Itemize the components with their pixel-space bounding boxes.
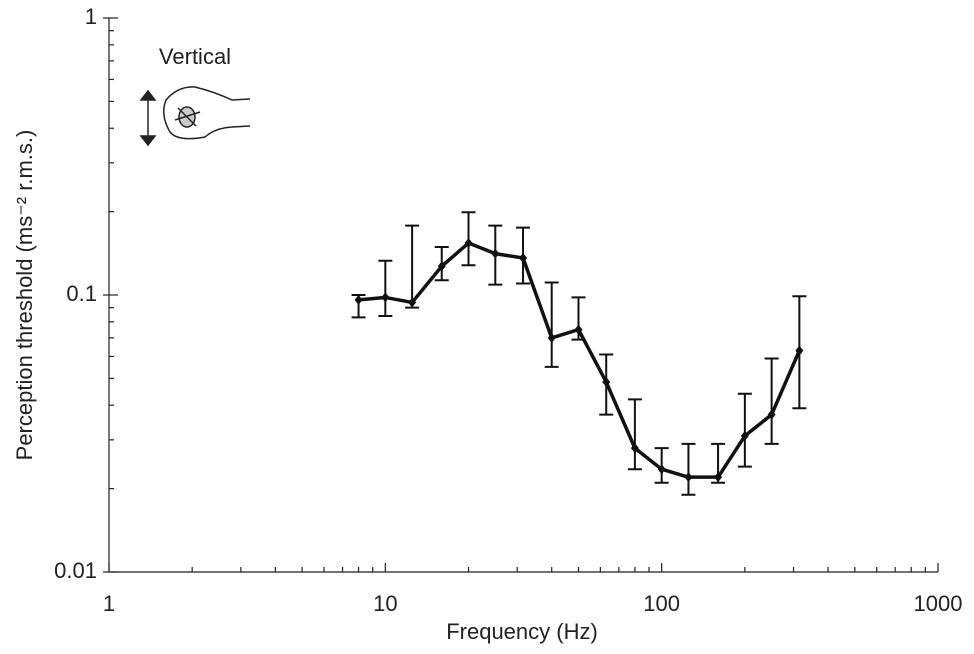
y-tick-label: 0.01 <box>54 558 97 583</box>
y-tick-label: 1 <box>85 4 97 29</box>
marker <box>657 464 666 475</box>
marker <box>491 248 500 259</box>
x-axis-label: Frequency (Hz) <box>446 619 598 644</box>
marker <box>381 292 390 303</box>
marker <box>464 238 473 249</box>
marker <box>630 443 639 454</box>
error-bar <box>405 224 420 309</box>
error-bar <box>378 259 393 317</box>
x-tick-label: 100 <box>643 591 680 616</box>
marker <box>547 332 556 343</box>
marker <box>354 294 363 305</box>
y-tick-label: 0.1 <box>66 281 97 306</box>
annotation: Vertical <box>159 44 231 69</box>
marker <box>519 253 528 264</box>
x-tick-label: 10 <box>373 591 397 616</box>
error-bar <box>737 392 752 468</box>
error-bar <box>627 398 642 471</box>
marker <box>437 261 446 272</box>
marker <box>602 377 611 388</box>
marker <box>795 345 804 356</box>
error-bar <box>544 281 559 368</box>
x-tick-label: 1000 <box>914 591 963 616</box>
marker <box>740 430 749 441</box>
marker <box>684 472 693 483</box>
marker <box>574 324 583 335</box>
hand-icon <box>139 86 251 147</box>
series-line <box>358 241 801 479</box>
x-tick-label: 1 <box>103 591 115 616</box>
error-bar <box>764 357 779 445</box>
marker <box>408 297 417 308</box>
marker <box>767 409 776 420</box>
y-axis-label: Perception threshold (ms⁻² r.m.s.) <box>12 130 37 461</box>
error-bar <box>681 442 696 496</box>
marker <box>714 472 723 483</box>
